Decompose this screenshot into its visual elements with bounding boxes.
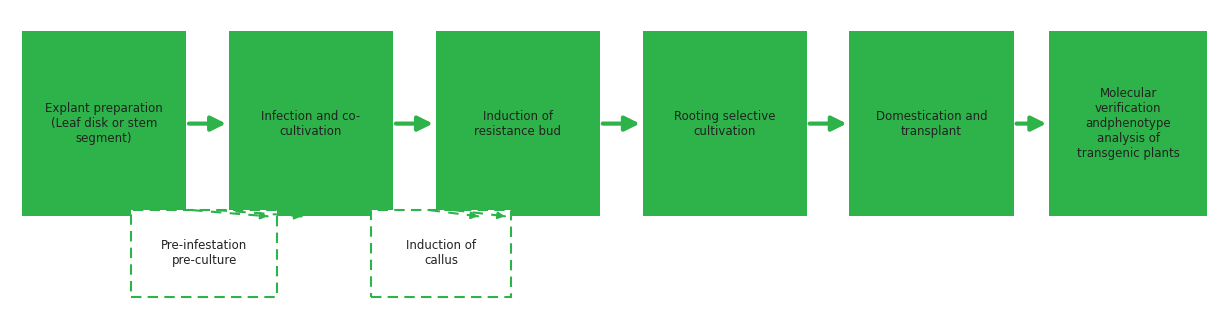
Text: Infection and co-
cultivation: Infection and co- cultivation [262,110,360,138]
FancyBboxPatch shape [436,31,600,216]
FancyBboxPatch shape [229,31,393,216]
FancyBboxPatch shape [22,31,186,216]
Text: Molecular
verification
andphenotype
analysis of
transgenic plants: Molecular verification andphenotype anal… [1077,87,1179,160]
FancyBboxPatch shape [849,31,1014,216]
Text: Domestication and
transplant: Domestication and transplant [876,110,987,138]
FancyBboxPatch shape [643,31,807,216]
FancyBboxPatch shape [371,210,511,297]
Text: Rooting selective
cultivation: Rooting selective cultivation [674,110,775,138]
Text: Explant preparation
(Leaf disk or stem
segment): Explant preparation (Leaf disk or stem s… [45,102,163,145]
Text: Induction of
resistance bud: Induction of resistance bud [475,110,561,138]
FancyBboxPatch shape [1049,31,1207,216]
FancyBboxPatch shape [131,210,277,297]
Text: Pre-infestation
pre-culture: Pre-infestation pre-culture [162,239,247,267]
Text: Induction of
callus: Induction of callus [406,239,476,267]
